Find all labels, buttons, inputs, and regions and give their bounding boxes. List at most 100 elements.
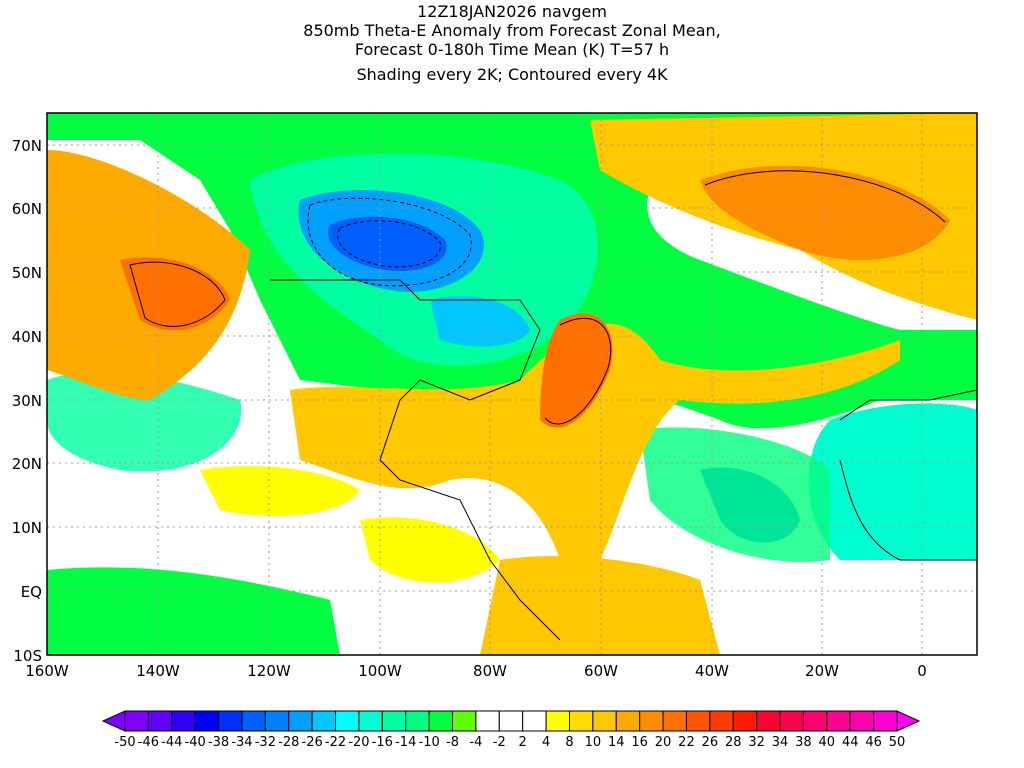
- colorbar-swatch: [288, 710, 313, 732]
- colorbar-label: 4: [542, 735, 550, 750]
- longitude-axis: 160W 140W 120W 100W 80W 60W 40W 20W 0: [25, 662, 927, 680]
- colorbar-label: -14: [395, 735, 416, 750]
- map-frame: [46, 112, 978, 656]
- lat-label: 10N: [12, 519, 42, 537]
- colorbar-label: 46: [865, 735, 882, 750]
- lat-label: 10S: [13, 647, 42, 665]
- title-line-3: Forecast 0-180h Time Mean (K) T=57 h: [354, 40, 670, 59]
- title-line-1: 12Z18JAN2026 navgem: [417, 2, 607, 21]
- title-line-4: Shading every 2K; Contoured every 4K: [356, 65, 668, 84]
- colorbar-label: 10: [585, 735, 602, 750]
- colorbar-label: 40: [819, 735, 836, 750]
- colorbar-swatch: [147, 710, 173, 732]
- colorbar-label: 34: [772, 735, 789, 750]
- colorbar-label: 38: [795, 735, 812, 750]
- colorbar-swatch: [592, 710, 617, 732]
- colorbar-label: -44: [161, 735, 182, 750]
- lon-label: 140W: [136, 662, 180, 680]
- colorbar-swatch: [568, 710, 594, 732]
- anomaly-region-pacific-green: [47, 371, 242, 472]
- colorbar-swatch: [124, 710, 149, 732]
- lon-label: 40W: [695, 662, 729, 680]
- colorbar-label: 32: [748, 735, 765, 750]
- anomaly-region-africa: [808, 403, 977, 560]
- colorbar-swatch: [615, 710, 641, 732]
- colorbar-label: -40: [185, 735, 206, 750]
- colorbar-swatch: [685, 710, 711, 732]
- title-line-2: 850mb Theta-E Anomaly from Forecast Zona…: [303, 21, 721, 40]
- colorbar-label: 26: [702, 735, 719, 750]
- lon-label: 120W: [247, 662, 291, 680]
- contours-and-coastlines: [129, 170, 977, 641]
- lon-label: 100W: [358, 662, 402, 680]
- lon-label: 80W: [473, 662, 507, 680]
- lon-label: 0: [917, 662, 927, 680]
- colorbar-label: 28: [725, 735, 742, 750]
- latitude-axis: 70N 60N 50N 40N 30N 20N 10N EQ 10S: [12, 137, 42, 665]
- colorbar-swatch: [498, 710, 524, 732]
- colorbar-label: 44: [842, 735, 859, 750]
- colorbar-swatch: [873, 710, 898, 732]
- colorbar-swatch: [522, 710, 547, 732]
- anomaly-region-atlantic-jet-core: [540, 313, 613, 428]
- colorbar-swatch: [826, 710, 851, 732]
- colorbar-swatch: [849, 710, 875, 732]
- colorbar: -50 -46 -44 -40 -38 -34 -32 -28 -26 -22 -20 -16 -14-…: [101, 710, 921, 750]
- colorbar-swatch: [475, 710, 500, 732]
- colorbar-label: 8: [565, 735, 573, 750]
- colorbar-swatch: [241, 710, 266, 732]
- colorbar-swatch: [802, 710, 828, 732]
- lat-label: EQ: [21, 583, 42, 601]
- lat-label: 30N: [12, 392, 42, 410]
- colorbar-label: -10: [419, 735, 440, 750]
- colorbar-high-arrow: [896, 710, 921, 732]
- colorbar-label: 2: [519, 735, 527, 750]
- colorbar-label: -22: [325, 735, 346, 750]
- anomaly-region-north-atlantic-core: [700, 165, 950, 260]
- anomaly-region-south-america-warm: [480, 556, 720, 655]
- colorbar-label: -38: [208, 735, 229, 750]
- anomaly-region-nepacific-core: [120, 257, 230, 331]
- colorbar-swatch: [405, 710, 430, 732]
- colorbar-label: 14: [608, 735, 625, 750]
- colorbar-label: 20: [655, 735, 672, 750]
- colorbar-swatch: [756, 710, 781, 732]
- colorbar-swatch: [218, 710, 243, 732]
- colorbar-swatch: [194, 710, 220, 732]
- colorbar-label: -32: [255, 735, 276, 750]
- colorbar-swatch: [639, 710, 664, 732]
- anomaly-region-panama-yellow: [360, 517, 500, 583]
- colorbar-swatch: [779, 710, 804, 732]
- colorbar-label: -50: [114, 735, 135, 750]
- colorbar-label: -26: [302, 735, 323, 750]
- colorbar-label: 50: [889, 735, 906, 750]
- colorbar-swatch: [311, 710, 337, 732]
- colorbar-label: -2: [493, 735, 506, 750]
- colorbar-swatch: [264, 710, 290, 732]
- colorbar-swatch: [358, 710, 383, 732]
- lat-label: 60N: [12, 200, 42, 218]
- colorbar-label: 22: [678, 735, 695, 750]
- anomaly-region-subtropical-warm: [290, 323, 900, 560]
- colorbar-swatch: [709, 710, 734, 732]
- colorbar-swatch: [732, 710, 758, 732]
- lon-label: 160W: [25, 662, 69, 680]
- colorbar-label: -4: [469, 735, 482, 750]
- anomaly-region-cyan-east: [430, 296, 530, 347]
- anomaly-region-deep-blue: [328, 216, 447, 272]
- graticule: [47, 113, 977, 655]
- lon-label: 60W: [584, 662, 618, 680]
- colorbar-label: -20: [348, 735, 369, 750]
- colorbar-swatch: [545, 710, 570, 732]
- lat-label: 20N: [12, 455, 42, 473]
- lat-label: 70N: [12, 137, 42, 155]
- colorbar-swatch: [662, 710, 687, 732]
- colorbar-label: -8: [446, 735, 459, 750]
- lat-label: 40N: [12, 328, 42, 346]
- theta-e-field: [47, 113, 977, 655]
- colorbar-swatch: [452, 710, 477, 732]
- anomaly-region-atlantic-green: [640, 427, 830, 562]
- colorbar-swatch: [381, 710, 407, 732]
- colorbar-low-arrow: [101, 710, 126, 732]
